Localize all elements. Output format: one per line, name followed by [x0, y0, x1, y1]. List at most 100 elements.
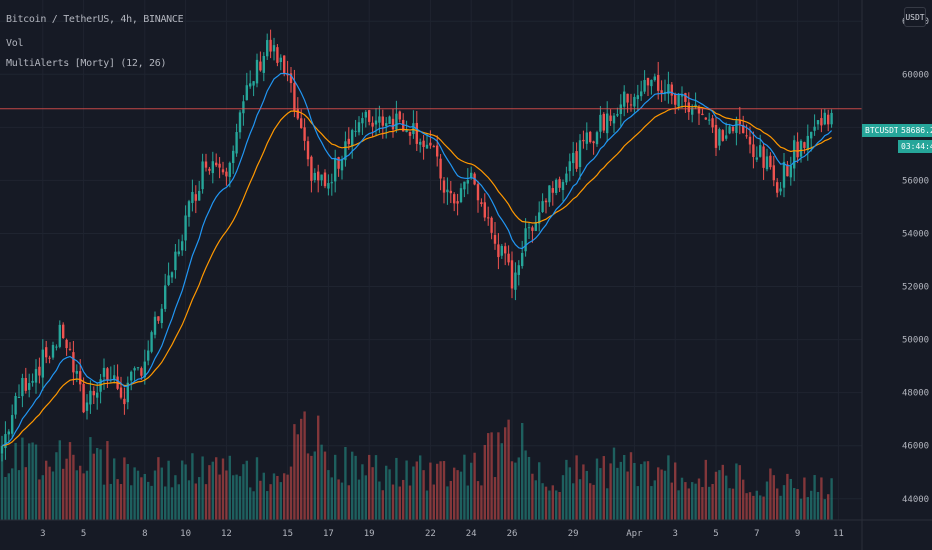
candle-body [402, 119, 405, 132]
candle-body [17, 396, 21, 398]
volume-bar [266, 491, 269, 520]
candle-body [514, 272, 517, 290]
volume-bar [140, 477, 143, 520]
candle-body [446, 189, 449, 193]
candle-body [493, 235, 497, 244]
volume-bar [803, 477, 806, 520]
volume-bar [191, 453, 194, 520]
candle-body [827, 114, 830, 125]
volume-bar [684, 482, 687, 520]
candle-body [334, 158, 337, 182]
volume-bar [436, 463, 439, 520]
volume-bar [762, 496, 765, 520]
candle-body [388, 116, 391, 125]
candle-body [249, 83, 252, 87]
volume-bar [769, 468, 772, 520]
candle-body [544, 200, 548, 203]
volume-bar [334, 454, 337, 520]
volume-bar [327, 470, 330, 520]
candle-body [215, 162, 218, 166]
candle-body [177, 251, 180, 255]
candle-body [820, 118, 823, 126]
candle-body [527, 227, 531, 229]
volume-bar [398, 486, 401, 520]
volume-bar [796, 489, 799, 520]
volume-bar [48, 466, 51, 520]
volume-bar [187, 480, 191, 520]
x-tick-label: 5 [81, 529, 86, 539]
candle-body [538, 212, 541, 224]
volume-bar [296, 434, 299, 520]
candle-body [303, 127, 306, 141]
candle-body [164, 285, 167, 309]
volume-bar [177, 484, 180, 520]
y-tick-label: 52000 [902, 283, 929, 293]
volume-legend[interactable]: Vol [6, 38, 24, 49]
volume-bar [711, 484, 714, 520]
ema-fast-line [1, 72, 833, 447]
candle-body [796, 141, 799, 158]
candle-body [218, 163, 221, 168]
volume-bar [313, 451, 316, 520]
volume-bar [116, 479, 119, 520]
volume-bar [653, 480, 656, 520]
candle-body [276, 47, 279, 63]
volume-bar [687, 488, 690, 520]
candle-body [670, 84, 673, 96]
candle-body [714, 124, 718, 148]
x-tick-label: 11 [833, 529, 844, 539]
volume-bar [272, 473, 276, 520]
volume-bar [249, 487, 252, 520]
candle-body [565, 173, 568, 183]
candle-body [551, 188, 554, 193]
candle-body [28, 383, 31, 390]
volume-bar [558, 491, 561, 520]
volume-bar [167, 460, 170, 520]
volume-bar [4, 477, 7, 520]
candle-body [429, 142, 432, 146]
volume-bar [300, 418, 303, 520]
volume-bar [701, 487, 704, 520]
candle-body [449, 190, 452, 194]
volume-bar [786, 473, 789, 520]
volume-bar [85, 470, 89, 520]
currency-button[interactable]: USDT [904, 7, 926, 27]
candle-body [623, 91, 626, 107]
candle-body [38, 366, 41, 376]
candle-body [232, 150, 235, 163]
candle-body [789, 165, 792, 178]
volume-bar [405, 460, 408, 520]
volume-bar [391, 484, 395, 520]
volume-bar [75, 470, 78, 520]
symbol-legend[interactable]: Bitcoin / TetherUS, 4h, BINANCE [6, 14, 184, 25]
volume-bar [68, 442, 72, 520]
candle-body [184, 215, 187, 241]
indicator-legend[interactable]: MultiAlerts [Morty] (12, 26) [6, 58, 167, 69]
volume-bar [470, 462, 473, 520]
volume-bar [55, 452, 58, 520]
volume-bar [500, 443, 503, 520]
candle-body [55, 346, 58, 348]
volume-bar [238, 476, 242, 520]
volume-bar [568, 467, 571, 520]
candle-body [708, 119, 711, 121]
candle-body [75, 370, 78, 374]
candle-body [371, 122, 374, 127]
candle-body [691, 107, 694, 115]
volume-bar [133, 467, 136, 520]
candle-body [337, 157, 340, 169]
candle-body [657, 75, 660, 91]
candle-body [463, 181, 466, 190]
volume-bar [89, 437, 92, 520]
candle-body [0, 445, 4, 454]
volume-bar [228, 455, 231, 520]
volume-bar [606, 488, 609, 520]
candle-body [589, 131, 592, 143]
candle-body [731, 126, 735, 132]
volume-bar [378, 481, 381, 520]
candle-body [578, 140, 582, 167]
volume-bar [425, 490, 429, 520]
volume-bar [330, 477, 333, 520]
volume-bar [123, 457, 126, 520]
